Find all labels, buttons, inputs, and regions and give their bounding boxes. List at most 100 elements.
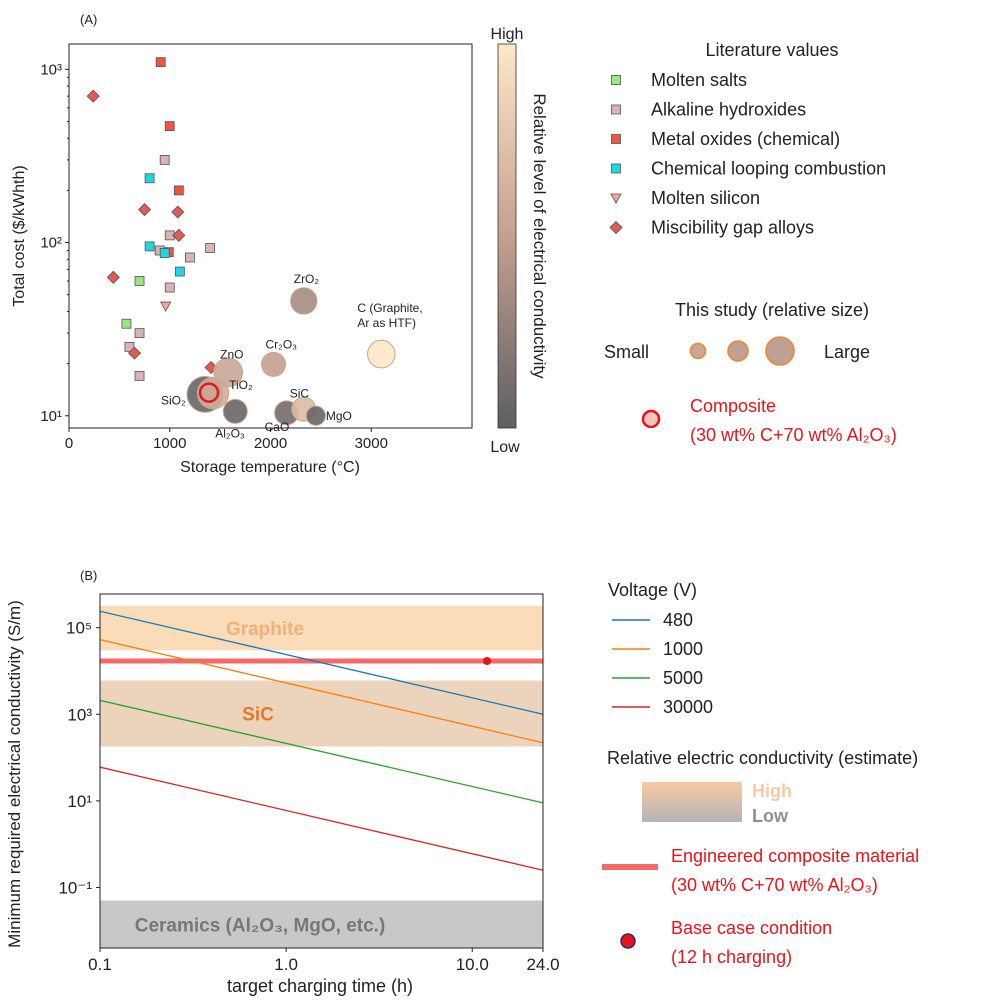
b-ytick-label: 10¹ — [67, 792, 92, 811]
a-point-miscibility-gap-alloys — [106, 270, 120, 284]
a-point-alkaline-hydroxides — [134, 370, 145, 381]
composite-legend-marker — [641, 409, 661, 429]
size-marker-large — [765, 336, 795, 366]
voltage-line-30000 — [99, 766, 544, 871]
legend-a-label-miscibility-gap-alloys: Miscibility gap alloys — [651, 218, 814, 238]
a-point-alkaline-hydroxides — [159, 154, 170, 165]
band-label-graphite: Graphite — [226, 619, 304, 640]
a-point-alkaline-hydroxides — [134, 328, 145, 339]
legend-a-title: Literature values — [705, 40, 838, 60]
study-bubble-zno — [213, 357, 244, 388]
study-label-c-graphite-ar-as-htf: C (Graphite, Ar as HTF) — [357, 301, 422, 330]
panel-b-y-axis-label: Minimum required electrical conductivity… — [5, 600, 24, 948]
panel-a-label: (A) — [80, 12, 97, 27]
band-graphite — [100, 605, 543, 651]
a-point-molten-salts — [121, 318, 132, 329]
panel-b-x-axis-label: target charging time (h) — [227, 976, 413, 996]
conductivity-legend-title: Relative electric conductivity (estimate… — [607, 748, 918, 768]
colorbar-axis-label: Relative level of electrical conductivit… — [530, 93, 549, 379]
study-bubble-cr-o — [261, 351, 287, 377]
band-label-sic: SiC — [242, 705, 274, 726]
a-xtick-label: 1000 — [153, 435, 186, 452]
band-ceramics-al-o-mgo-etc — [100, 900, 543, 948]
a-ytick-label: 10³ — [40, 61, 62, 78]
base-case-legend-line2: (12 h charging) — [671, 947, 792, 967]
a-point-molten-silicon — [160, 301, 172, 312]
study-bubble-al-o — [222, 398, 248, 424]
a-xtick-label: 2000 — [254, 435, 287, 452]
a-point-chemical-looping-combustion — [144, 241, 155, 252]
a-point-miscibility-gap-alloys — [171, 205, 185, 219]
colorbar-high-label: High — [491, 26, 524, 43]
legend-a-marker-molten-salts — [611, 75, 621, 85]
band-label-ceramics-al-o-mgo-etc: Ceramics (Al₂O₃, MgO, etc.) — [135, 915, 386, 936]
study-label-al-o: Al₂O₃ — [215, 426, 245, 440]
voltage-line-480 — [99, 610, 544, 715]
legend-b-label-480: 480 — [663, 610, 693, 630]
study-label-sio: SiO₂ — [161, 393, 186, 407]
legend-b-label-30000: 30000 — [663, 697, 713, 717]
a-ytick-label: 10¹ — [40, 408, 62, 425]
legend-b-title: Voltage (V) — [608, 580, 697, 600]
study-label-cao: CaO — [265, 420, 290, 434]
conductivity-high-label: High — [752, 781, 792, 801]
legend-b-label-1000: 1000 — [663, 639, 703, 659]
legend-a-label-molten-silicon: Molten silicon — [651, 188, 760, 208]
study-bubble-mgo — [305, 405, 326, 426]
b-ytick-label: 10³ — [67, 705, 92, 724]
panel-b: (B) Graphite SiC Ceramics (Al₂O₃, MgO, etc… — [5, 568, 919, 996]
a-point-metal-oxides-chemical — [155, 57, 166, 68]
panel-b-legend: Voltage (V) 480 1000 5000 30000 Relative el… — [602, 580, 919, 967]
a-point-alkaline-hydroxides — [124, 341, 135, 352]
a-point-alkaline-hydroxides — [184, 252, 195, 263]
study-label-cr-o: Cr₂O₃ — [266, 337, 298, 351]
a-point-chemical-looping-combustion — [174, 266, 185, 277]
a-point-alkaline-hydroxides — [205, 243, 215, 253]
a-point-chemical-looping-combustion — [144, 173, 155, 184]
b-xtick-label: 0.1 — [88, 955, 112, 974]
base-case-legend-marker — [620, 933, 636, 949]
b-ytick-label: 10⁵ — [66, 619, 92, 638]
a-xtick-label: 0 — [65, 435, 73, 452]
a-point-miscibility-gap-alloys — [86, 89, 100, 103]
a-xtick-label: 3000 — [355, 435, 388, 452]
legend-a-marker-molten-silicon — [610, 193, 622, 204]
panel-b-label: (B) — [80, 568, 97, 583]
panel-a: (A) 0 1000 2000 3000 10¹ 10² 10³ SiO₂ TiO₂ ZnO Al… — [11, 12, 897, 476]
base-case-point — [482, 657, 491, 666]
a-point-alkaline-hydroxides — [164, 282, 175, 293]
a-point-miscibility-gap-alloys — [127, 346, 142, 360]
study-bubble-c-graphite-ar-as-htf — [367, 339, 396, 369]
b-xtick-label: 24.0 — [526, 955, 559, 974]
legend-a-label-molten-salts: Molten salts — [651, 70, 747, 90]
legend-a-marker-chemical-looping-combustion — [611, 163, 621, 174]
a-point-miscibility-gap-alloys — [172, 228, 186, 242]
voltage-line-5000 — [99, 699, 544, 804]
composite-legend-line1: Composite — [690, 396, 776, 416]
study-label-zno: ZnO — [220, 347, 243, 361]
study-label-zro: ZrO₂ — [294, 272, 320, 286]
study-label-tio: TiO₂ — [229, 378, 253, 392]
conductivity-low-label: Low — [752, 806, 789, 826]
composite-line-legend-line1: Engineered composite material — [671, 846, 919, 866]
panel-a-y-axis-label: Total cost ($/kWhth) — [11, 165, 28, 306]
legend-a-label-chemical-looping-combustion: Chemical looping combustion — [651, 159, 886, 179]
b-ytick-label: 10⁻¹ — [58, 878, 92, 897]
base-case-legend-line1: Base case condition — [671, 918, 832, 938]
b-xtick-label: 1.0 — [274, 955, 298, 974]
a-point-miscibility-gap-alloys — [137, 203, 152, 217]
conductivity-gradient-swatch — [642, 782, 742, 822]
band-sic — [100, 680, 543, 747]
panel-a-x-axis-label: Storage temperature (°C) — [180, 459, 360, 476]
panel-b-plot-frame — [99, 593, 544, 949]
a-point-metal-oxides-chemical — [173, 185, 184, 196]
a-ytick-label: 10² — [40, 235, 62, 252]
legend-b-label-5000: 5000 — [663, 668, 703, 688]
size-large-label: Large — [824, 342, 870, 362]
study-bubble-zro — [290, 287, 318, 315]
colorbar — [497, 43, 517, 429]
colorbar-low-label: Low — [490, 439, 520, 456]
study-label-mgo: MgO — [326, 409, 352, 423]
a-point-metal-oxides-chemical — [164, 121, 175, 132]
